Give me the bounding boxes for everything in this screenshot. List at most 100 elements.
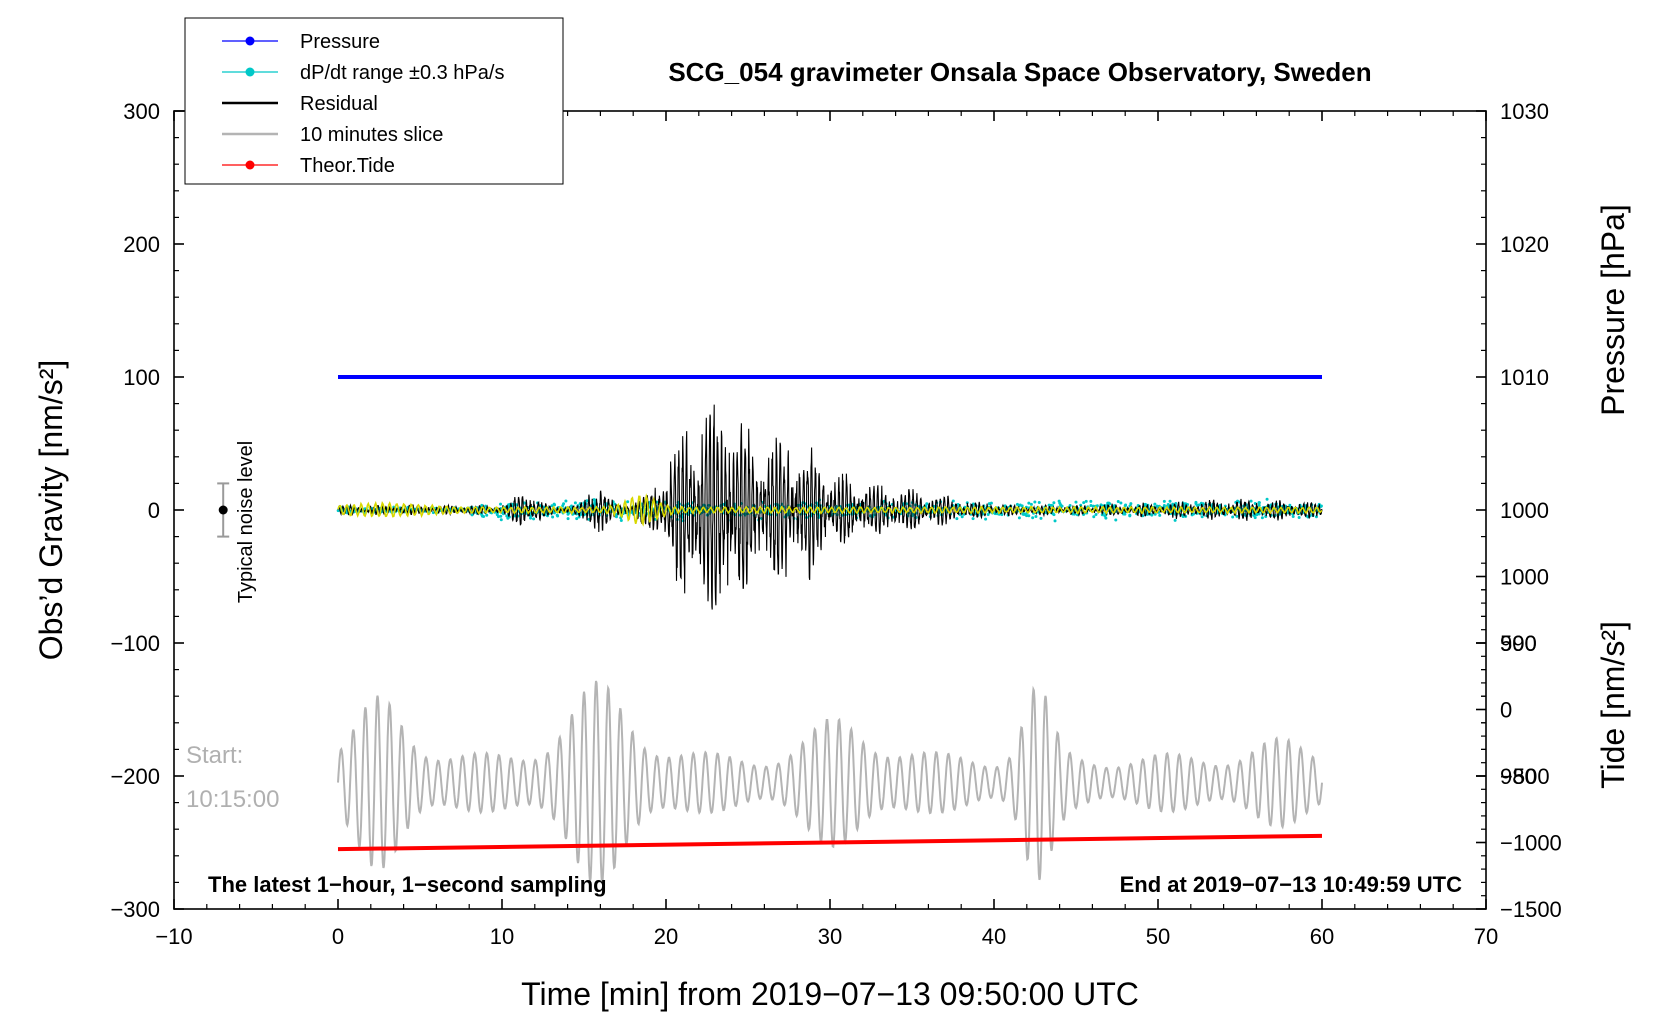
dpdt-point	[1103, 514, 1107, 518]
dpdt-point	[1052, 501, 1056, 505]
bottom-left-note: The latest 1−hour, 1−second sampling	[208, 872, 607, 897]
dpdt-point	[1192, 512, 1196, 516]
dpdt-point	[1029, 502, 1033, 506]
dpdt-point	[585, 499, 589, 503]
y-left-tick-label: −300	[110, 897, 160, 922]
dpdt-point	[592, 498, 596, 502]
x-tick-label: 60	[1310, 924, 1334, 949]
dpdt-point	[1068, 503, 1072, 507]
x-tick-label: 20	[654, 924, 678, 949]
legend-label: Pressure	[300, 31, 380, 53]
start-time-label: 10:15:00	[186, 786, 279, 813]
dpdt-point	[1116, 499, 1120, 503]
dpdt-point	[1150, 513, 1154, 517]
dpdt-point	[960, 515, 964, 519]
dpdt-point	[499, 514, 503, 518]
legend: Pressure dP/dt range ±0.3 hPa/s Residual 10…	[184, 17, 564, 185]
dpdt-point	[1033, 500, 1037, 504]
y-left-tick-label: 200	[123, 232, 160, 257]
dpdt-point	[566, 517, 570, 521]
dpdt-point	[522, 501, 526, 505]
dpdt-point	[1155, 504, 1159, 508]
dpdt-point	[971, 517, 975, 521]
dpdt-point	[1053, 519, 1057, 523]
dpdt-point	[626, 500, 630, 504]
pressure-tick-label: 1010	[1500, 365, 1549, 390]
x-axis-title: Time [min] from 2019−07−13 09:50:00 UTC	[521, 976, 1139, 1012]
dpdt-point	[573, 501, 577, 505]
x-tick-label: −10	[155, 924, 192, 949]
dpdt-point	[1173, 518, 1177, 522]
dpdt-point	[1143, 502, 1147, 506]
dpdt-point	[529, 516, 533, 520]
dpdt-point	[986, 512, 990, 516]
dpdt-point	[1058, 501, 1062, 505]
dpdt-point	[1089, 503, 1093, 507]
dpdt-point	[485, 513, 489, 517]
y-left-tick-label: 0	[148, 498, 160, 523]
tide-tick-label: −500	[1500, 764, 1550, 789]
tide-tick-label: 0	[1500, 698, 1512, 723]
dpdt-point	[1124, 503, 1128, 507]
dpdt-point	[1031, 516, 1035, 520]
dpdt-point	[1129, 502, 1133, 506]
dpdt-point	[431, 511, 435, 515]
residual-smoothed-line	[337, 493, 1323, 527]
dpdt-point	[1027, 501, 1031, 505]
dpdt-point	[619, 519, 623, 523]
dpdt-point	[550, 504, 554, 508]
tide-series-line	[337, 833, 1323, 852]
dpdt-point	[1089, 499, 1093, 503]
dpdt-point	[1253, 516, 1257, 520]
tide-tick-label: −1000	[1500, 831, 1562, 856]
bottom-right-note: End at 2019−07−13 10:49:59 UTC	[1120, 872, 1463, 897]
pressure-tick-label: 1000	[1500, 498, 1549, 523]
dpdt-point	[1153, 502, 1157, 506]
x-tick-label: 70	[1474, 924, 1498, 949]
dpdt-point	[1297, 515, 1301, 519]
dpdt-point	[1027, 514, 1031, 518]
pressure-tick-label: 1020	[1500, 232, 1549, 257]
dpdt-point	[955, 517, 959, 521]
y-left-tick-label: −200	[110, 764, 160, 789]
dpdt-point	[1194, 500, 1198, 504]
dpdt-point	[1020, 504, 1024, 508]
dpdt-point	[1052, 513, 1056, 517]
dpdt-point	[1074, 500, 1078, 504]
dpdt-point	[555, 513, 559, 517]
dpdt-point	[336, 509, 340, 513]
dpdt-point	[553, 503, 557, 507]
dpdt-point	[1162, 499, 1166, 503]
dpdt-point	[1082, 501, 1086, 505]
dpdt-point	[984, 517, 988, 521]
pressure-axis-title: Pressure [hPa]	[1595, 204, 1631, 416]
dpdt-point	[1025, 514, 1029, 518]
dpdt-point	[1017, 503, 1021, 507]
ten-minute-slice-line	[337, 680, 1323, 884]
dpdt-point	[1257, 501, 1261, 505]
noise-dot	[218, 505, 228, 515]
dpdt-point	[987, 502, 991, 506]
legend-label: dP/dt range ±0.3 hPa/s	[300, 62, 504, 84]
dpdt-point	[499, 502, 503, 506]
dpdt-point	[1034, 514, 1038, 518]
y-axis-left-title: Obs’d Gravity [nm/s²]	[33, 360, 69, 661]
x-tick-label: 10	[490, 924, 514, 949]
noise-level-marker: Typical noise level	[217, 441, 257, 603]
dpdt-point	[1158, 513, 1162, 517]
dpdt-point	[1265, 497, 1269, 501]
dpdt-point	[1107, 501, 1111, 505]
dpdt-point	[532, 517, 536, 521]
dpdt-point	[613, 502, 617, 506]
dpdt-point	[1249, 499, 1253, 503]
axes-layer: −10 0 10 20 30 40 50 60 703002001000−100−200−300…	[110, 99, 1561, 949]
dpdt-point	[569, 504, 573, 508]
dpdt-point	[1039, 516, 1043, 520]
chart-title: SCG_054 gravimeter Onsala Space Observat…	[668, 57, 1371, 87]
tide-tick-label: 500	[1500, 631, 1537, 656]
x-tick-label: 30	[818, 924, 842, 949]
pressure-tick-label: 1030	[1500, 99, 1549, 124]
dpdt-point	[499, 518, 503, 522]
dpdt-point	[1119, 501, 1123, 505]
